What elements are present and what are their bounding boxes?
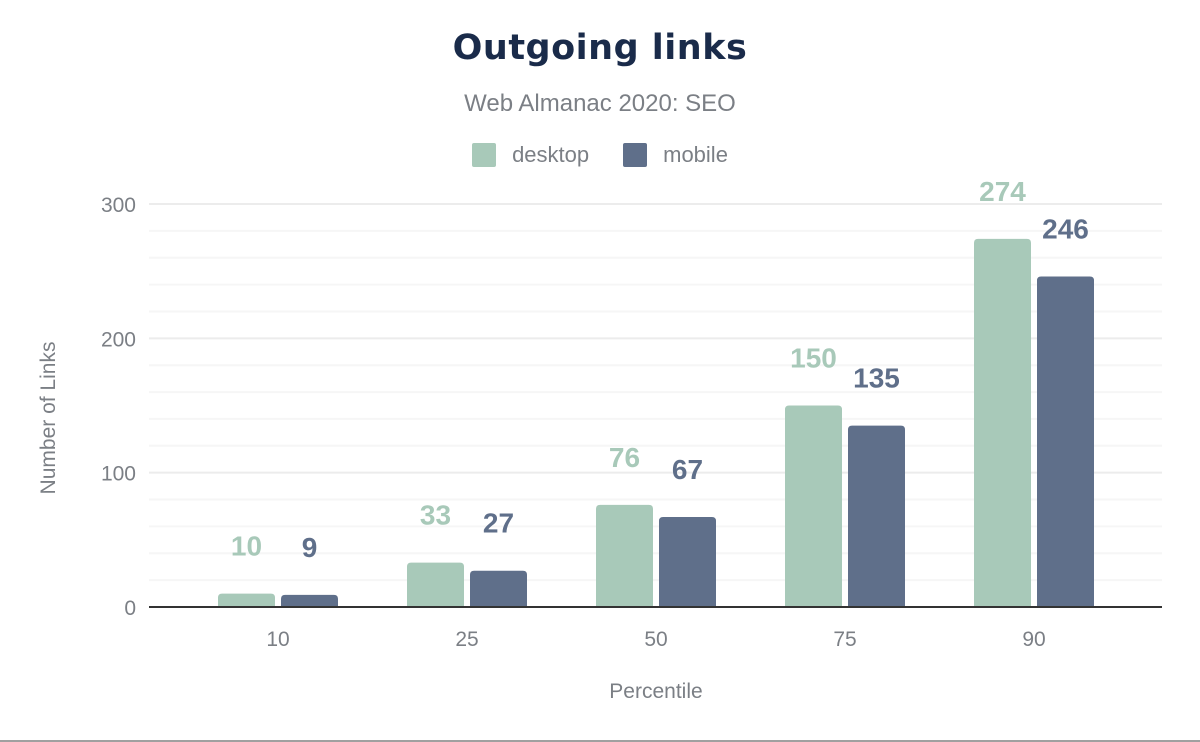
x-tick-label: 50 — [644, 628, 667, 651]
legend-label-mobile: mobile — [663, 142, 728, 167]
bar-mobile — [1037, 276, 1094, 607]
data-label-mobile: 9 — [302, 532, 318, 563]
x-axis-title: Percentile — [609, 680, 702, 703]
legend-item-desktop[interactable]: desktop — [472, 142, 589, 168]
data-label-mobile: 246 — [1042, 214, 1089, 245]
bar-mobile — [470, 570, 527, 607]
data-label-desktop: 10 — [231, 531, 262, 562]
data-label-mobile: 27 — [483, 508, 514, 539]
y-tick-label: 200 — [101, 328, 136, 351]
data-label-desktop: 33 — [420, 500, 451, 531]
data-label-mobile: 135 — [853, 363, 900, 394]
data-label-desktop: 76 — [609, 442, 640, 473]
legend-label-desktop: desktop — [512, 142, 590, 167]
x-tick-label: 10 — [266, 628, 289, 651]
bar-mobile — [281, 594, 338, 607]
data-label-mobile: 67 — [672, 454, 703, 485]
x-tick-label: 25 — [455, 628, 478, 651]
x-tick-label: 75 — [833, 628, 856, 651]
legend-swatch-desktop — [472, 143, 497, 167]
chart-subtitle: Web Almanac 2020: SEO — [464, 90, 736, 117]
y-tick-label: 100 — [101, 463, 136, 486]
legend-swatch-mobile — [623, 143, 648, 167]
chart-title: Outgoing links — [452, 28, 748, 68]
bar-desktop — [785, 405, 842, 607]
legend-item-mobile[interactable]: mobile — [623, 142, 728, 168]
bar-mobile — [848, 425, 905, 607]
bottom-border — [0, 740, 1200, 742]
data-label-desktop: 150 — [790, 343, 837, 374]
y-tick-label: 0 — [124, 597, 136, 620]
legend: desktop mobile — [0, 142, 1200, 168]
bar-mobile — [659, 516, 716, 607]
bar-desktop — [218, 593, 275, 607]
x-tick-label: 90 — [1022, 628, 1045, 651]
bar-desktop — [407, 562, 464, 607]
y-axis-title: Number of Links — [37, 342, 60, 495]
data-label-desktop: 274 — [979, 176, 1026, 207]
y-tick-label: 300 — [101, 194, 136, 217]
bar-desktop — [974, 238, 1031, 607]
bar-desktop — [596, 504, 653, 607]
